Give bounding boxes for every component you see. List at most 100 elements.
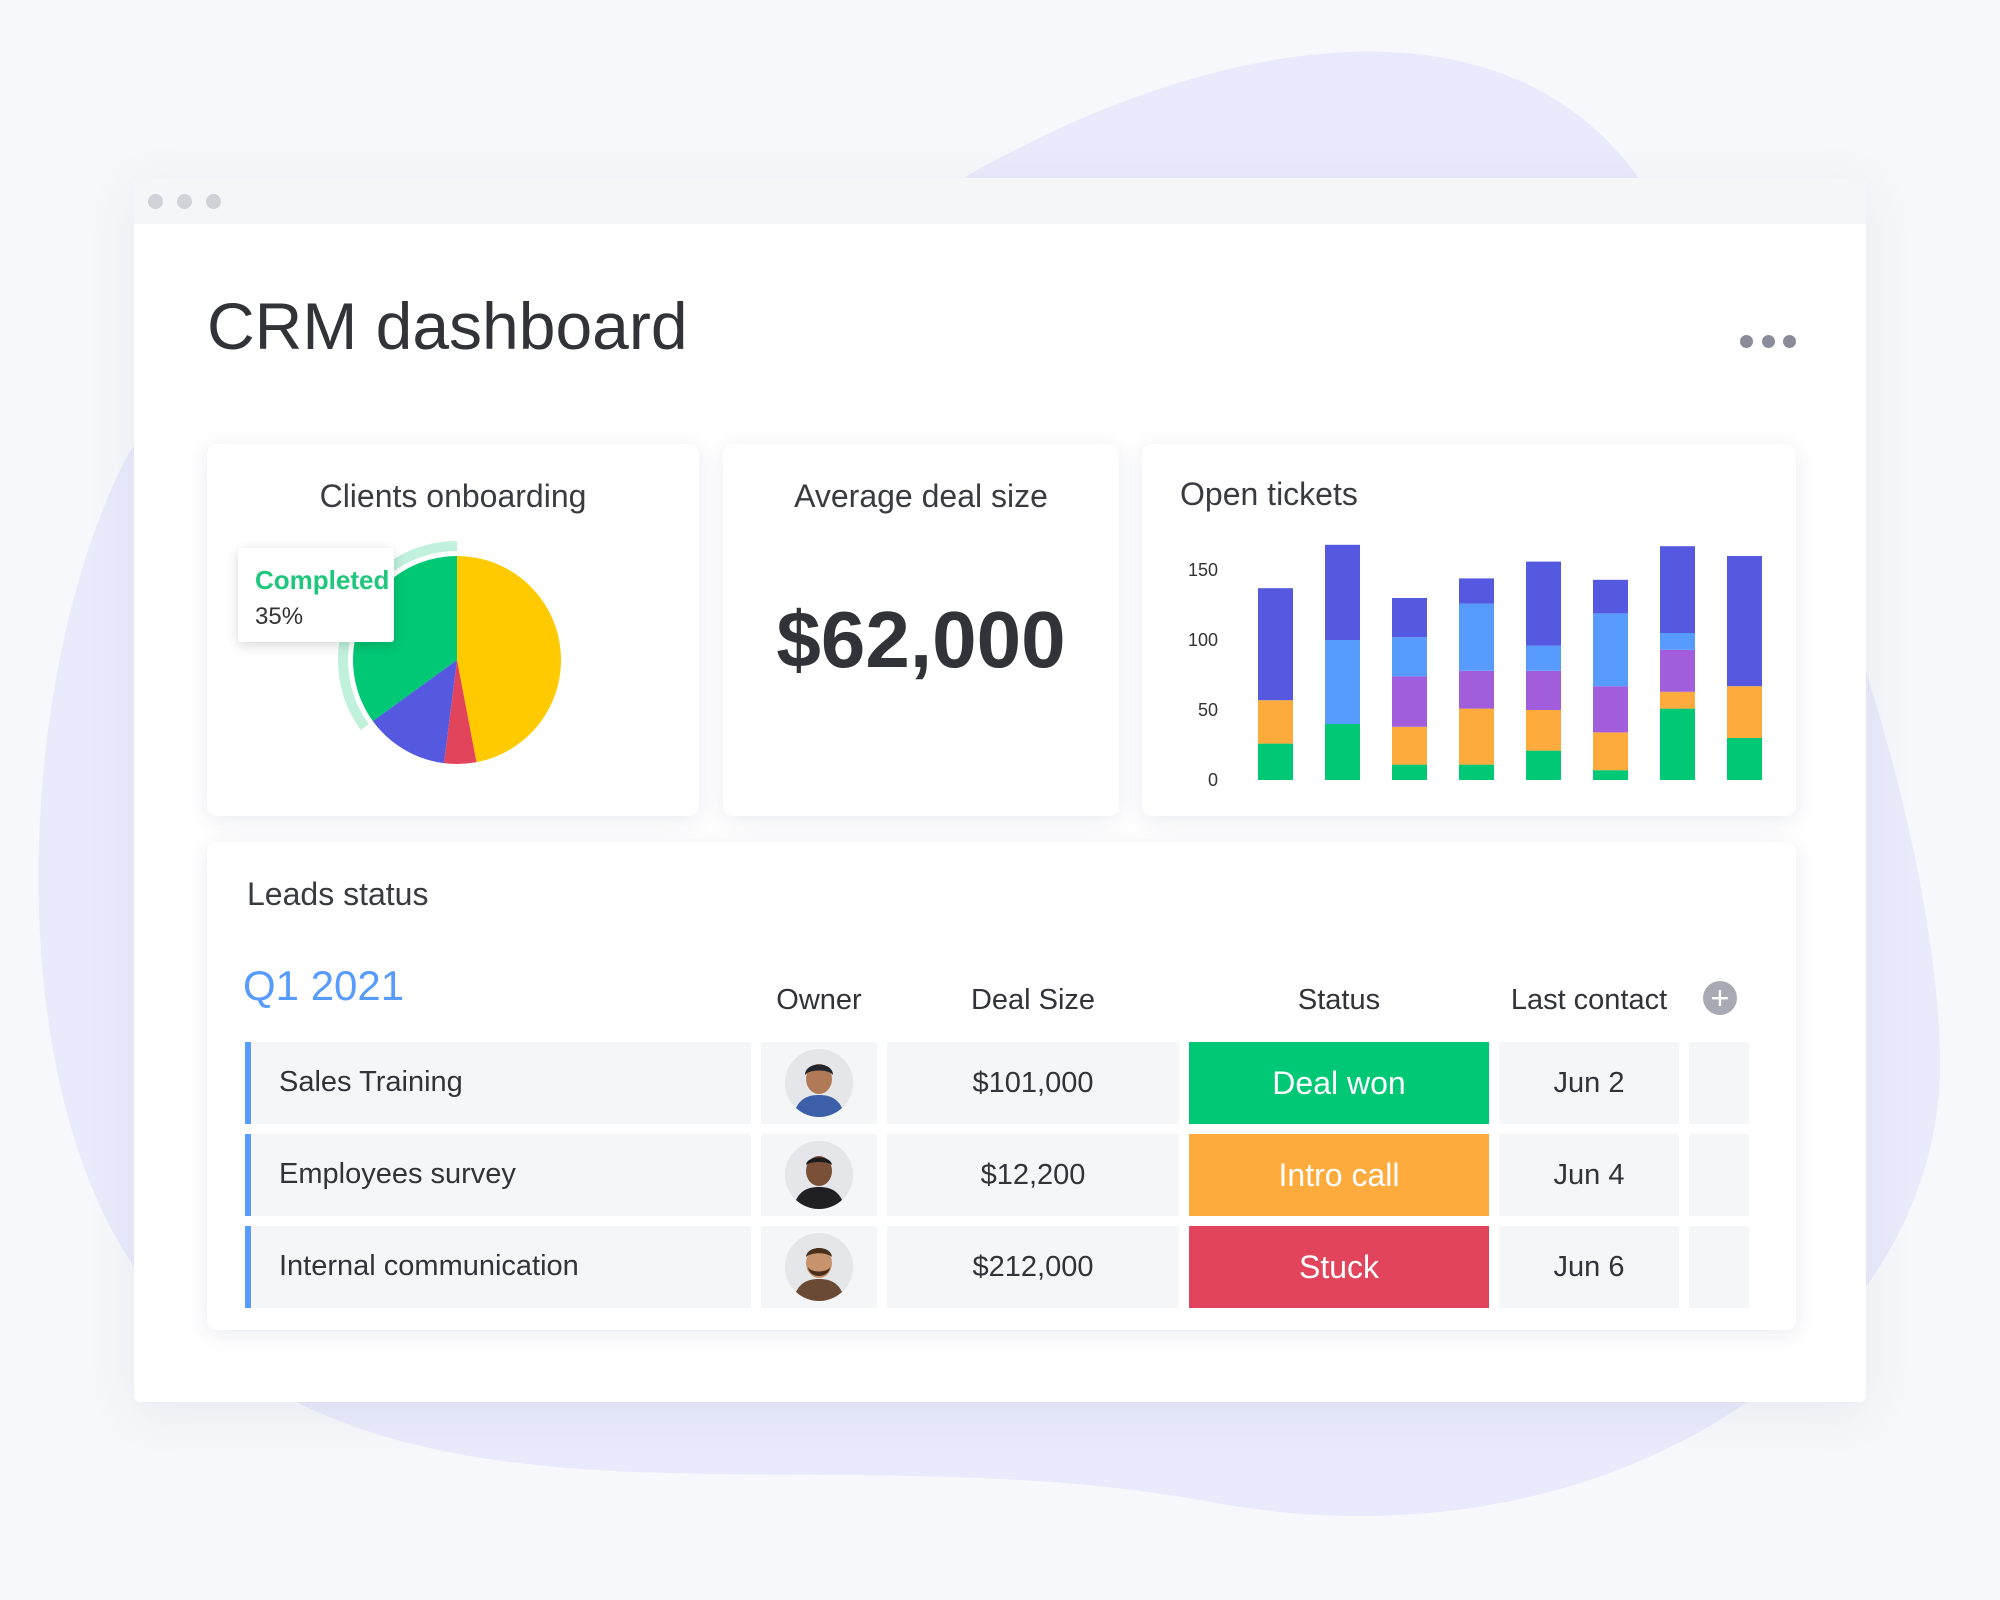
column-header-status[interactable]: Status	[1297, 984, 1381, 1016]
last-contact-cell[interactable]: Jun 4	[1499, 1134, 1679, 1216]
item-name: Internal communication	[279, 1250, 579, 1282]
table-row[interactable]: Sales Training $101,000 Deal won Jun 2	[245, 1042, 1759, 1124]
bar-segment[interactable]	[1727, 686, 1762, 738]
bar-segment[interactable]	[1258, 743, 1293, 780]
bar-segment[interactable]	[1727, 738, 1762, 780]
plus-circle-icon[interactable]: +	[1703, 981, 1737, 1015]
bar-segment[interactable]	[1392, 764, 1427, 780]
column-header-last-contact[interactable]: Last contact	[1510, 984, 1668, 1016]
completed-tooltip: Completed 35%	[238, 548, 394, 642]
item-name-cell[interactable]: Sales Training	[245, 1042, 751, 1124]
more-dot-icon	[1761, 334, 1775, 348]
bar-segment[interactable]	[1459, 670, 1494, 709]
y-tick-label: 150	[1188, 560, 1218, 580]
deal-size-cell[interactable]: $212,000	[887, 1226, 1179, 1308]
window-dot-icon[interactable]	[206, 193, 221, 209]
average-deal-value: $62,000	[776, 595, 1066, 684]
more-dot-icon	[1740, 334, 1753, 348]
bar-segment[interactable]	[1459, 764, 1494, 780]
person-avatar-icon	[785, 1141, 853, 1209]
window-dot-icon[interactable]	[177, 193, 192, 209]
bar-segment[interactable]	[1325, 544, 1360, 640]
owner-cell[interactable]	[761, 1134, 877, 1216]
person-avatar-icon	[785, 1049, 853, 1117]
bar-segment[interactable]	[1459, 708, 1494, 765]
avatar	[785, 1233, 853, 1301]
widget-title: Clients onboarding	[319, 478, 587, 514]
bar-segment[interactable]	[1325, 724, 1360, 780]
bar-segment[interactable]	[1660, 633, 1695, 650]
clients-onboarding-widget[interactable]: Clients onboarding Completed 35%	[207, 444, 699, 816]
bar-segment[interactable]	[1660, 649, 1695, 692]
bar-segment[interactable]	[1593, 613, 1628, 687]
bar-segment[interactable]	[1526, 750, 1561, 780]
item-name-cell[interactable]: Employees survey	[245, 1134, 751, 1216]
bar-segment[interactable]	[1392, 598, 1427, 638]
open-tickets-widget[interactable]: Open tickets 0 50 100 150	[1142, 444, 1796, 816]
deal-size-cell[interactable]: $101,000	[887, 1042, 1179, 1124]
bar-segment[interactable]	[1392, 637, 1427, 677]
empty-cell[interactable]	[1689, 1226, 1749, 1308]
more-options-button[interactable]	[1740, 326, 1796, 356]
bar-segment[interactable]	[1325, 640, 1360, 724]
board-title: Leads status	[247, 876, 429, 912]
item-name: Employees survey	[279, 1158, 516, 1190]
status-label[interactable]: Deal won	[1189, 1042, 1489, 1124]
bar-segment[interactable]	[1258, 700, 1293, 744]
item-name-cell[interactable]: Internal communication	[245, 1226, 751, 1308]
leads-status-board: Leads status Q1 2021 Owner Deal Size Sta…	[207, 842, 1796, 1330]
window-dot-icon[interactable]	[148, 193, 163, 209]
last-contact-cell[interactable]: Jun 6	[1499, 1226, 1679, 1308]
app-window: CRM dashboard Clients onboarding Complet…	[134, 178, 1866, 1402]
bar-segment[interactable]	[1392, 726, 1427, 765]
owner-cell[interactable]	[761, 1042, 877, 1124]
avatar	[785, 1141, 853, 1209]
y-tick-label: 50	[1198, 700, 1218, 720]
item-name: Sales Training	[279, 1066, 463, 1098]
y-tick-label: 100	[1188, 630, 1218, 650]
pie-slice[interactable]	[372, 660, 457, 764]
deal-size-cell[interactable]: $12,200	[887, 1134, 1179, 1216]
bar-segment[interactable]	[1727, 556, 1762, 687]
bar-segment[interactable]	[1660, 546, 1695, 633]
bar-segment[interactable]	[1459, 578, 1494, 604]
table-row[interactable]: Internal communication $212,000 Stuck Ju…	[245, 1226, 1759, 1308]
bar-segment[interactable]	[1593, 579, 1628, 614]
tooltip-value: 35%	[255, 603, 304, 630]
person-avatar-icon	[785, 1233, 853, 1301]
bar-segment[interactable]	[1660, 691, 1695, 709]
last-contact-cell[interactable]: Jun 2	[1499, 1042, 1679, 1124]
bar-segment[interactable]	[1258, 588, 1293, 701]
bar-segment[interactable]	[1392, 676, 1427, 727]
column-header-owner[interactable]: Owner	[776, 984, 862, 1016]
bar-segment[interactable]	[1593, 732, 1628, 771]
bar-segment[interactable]	[1660, 708, 1695, 780]
empty-cell[interactable]	[1689, 1042, 1749, 1124]
column-header-deal-size[interactable]: Deal Size	[970, 984, 1096, 1016]
bar-segment[interactable]	[1526, 670, 1561, 710]
widget-title: Open tickets	[1180, 476, 1358, 512]
bar-segment[interactable]	[1526, 561, 1561, 646]
bar-segment[interactable]	[1593, 686, 1628, 733]
bar-segment[interactable]	[1526, 710, 1561, 751]
bar-segment[interactable]	[1593, 770, 1628, 780]
table-row[interactable]: Employees survey $12,200 Intro call Jun …	[245, 1134, 1759, 1216]
average-deal-size-widget[interactable]: Average deal size $62,000	[723, 444, 1119, 816]
bar-chart[interactable]: 0 50 100 150	[1142, 444, 1796, 816]
group-title[interactable]: Q1 2021	[243, 962, 405, 1009]
y-tick-label: 0	[1208, 770, 1218, 790]
bar-segment[interactable]	[1459, 603, 1494, 671]
more-dot-icon	[1783, 334, 1796, 348]
page-title: CRM dashboard	[207, 289, 688, 363]
pie-slice[interactable]	[443, 660, 477, 764]
window-titlebar	[134, 178, 1866, 224]
bar-segment[interactable]	[1526, 645, 1561, 671]
tooltip-label: Completed	[255, 565, 390, 595]
empty-cell[interactable]	[1689, 1134, 1749, 1216]
status-label[interactable]: Stuck	[1189, 1226, 1489, 1308]
widget-title: Average deal size	[794, 478, 1048, 514]
status-label[interactable]: Intro call	[1189, 1134, 1489, 1216]
owner-cell[interactable]	[761, 1226, 877, 1308]
avatar	[785, 1049, 853, 1117]
pie-slice[interactable]	[457, 556, 561, 763]
